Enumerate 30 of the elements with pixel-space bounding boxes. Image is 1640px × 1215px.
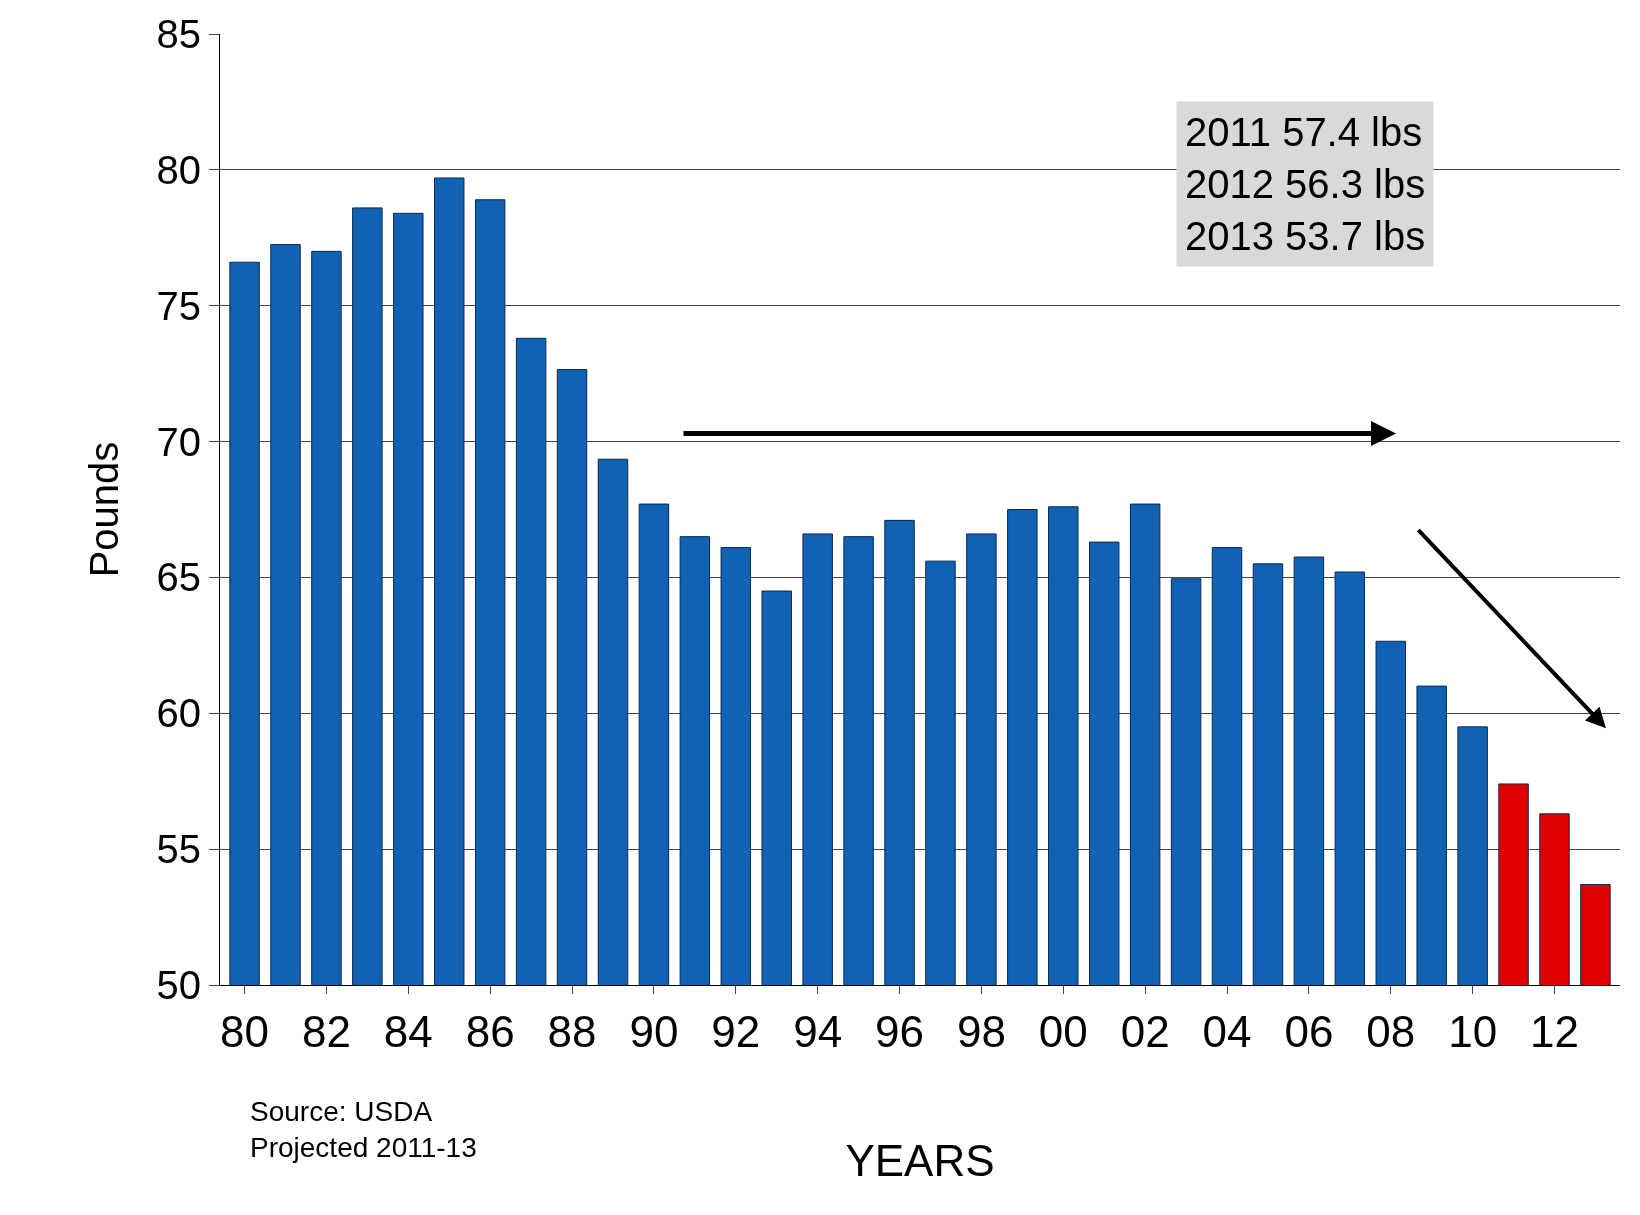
x-tick-label: 82 <box>301 1006 351 1056</box>
y-tick-label: 65 <box>156 555 201 600</box>
x-tick-label: 92 <box>711 1006 761 1056</box>
x-axis-title: YEARS <box>845 1136 995 1186</box>
x-tick-label: 96 <box>875 1006 925 1056</box>
x-tick-label: 12 <box>1530 1006 1579 1056</box>
x-tick-label: 80 <box>220 1006 270 1056</box>
y-tick-label: 55 <box>156 827 201 872</box>
x-tick-label: 86 <box>465 1006 515 1056</box>
x-tick-label: 10 <box>1448 1006 1498 1056</box>
x-tick-label: 06 <box>1284 1006 1334 1056</box>
y-axis-title: Pounds <box>82 441 126 578</box>
x-tick-label: 98 <box>956 1006 1006 1056</box>
y-tick-label: 50 <box>156 963 201 1007</box>
x-tick-label: 84 <box>383 1006 433 1056</box>
annotation: 2011 57.4 lbs 2012 56.3 lbs 2013 53.7 lbs <box>1185 110 1426 258</box>
x-tick-label: 00 <box>1038 1006 1088 1056</box>
y-tick-label: 70 <box>156 419 201 464</box>
x-tick-label: 94 <box>793 1006 843 1056</box>
source-note: Source: USDA <box>250 1096 433 1127</box>
y-tick-label: 85 <box>156 12 201 56</box>
x-tick-label: 02 <box>1120 1006 1170 1056</box>
text: Projected 2011-13 <box>250 1132 477 1164</box>
y-tick-label: 60 <box>156 691 201 736</box>
x-tick-label: 08 <box>1366 1006 1416 1056</box>
y-tick-label: 75 <box>156 283 201 328</box>
x-tick-label: 88 <box>547 1006 597 1056</box>
y-tick-label: 80 <box>156 147 201 192</box>
x-tick-label: 90 <box>629 1006 679 1056</box>
x-tick-label: 04 <box>1202 1006 1252 1056</box>
